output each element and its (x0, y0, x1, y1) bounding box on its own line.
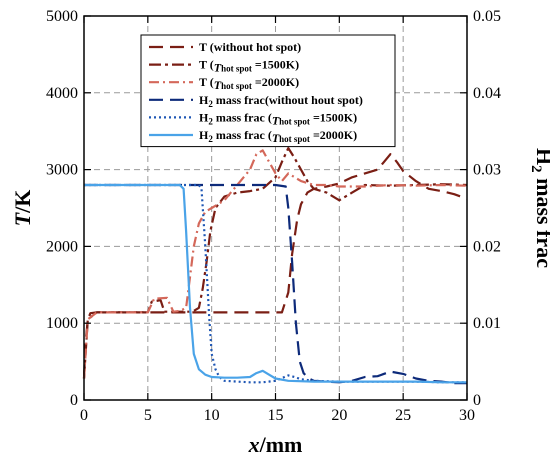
legend-box (140, 34, 396, 148)
y-right-axis-label: H2 mass frac (528, 148, 550, 268)
series-line-t_2000 (82, 149, 468, 379)
y-right-tick-label: 0.04 (473, 85, 501, 102)
x-tick-label: 20 (331, 407, 347, 424)
legend-label-h2_2000: H2 mass frac (Thot spot =2000K) (199, 128, 357, 145)
y-left-tick-label: 4000 (46, 85, 78, 102)
x-tick-label: 0 (80, 407, 88, 424)
legend: T (without hot spot) T (Thot spot =1500K)… (140, 34, 396, 148)
y-right-tick-label: 0.02 (473, 238, 501, 255)
legend-label-t_nohot: T (without hot spot) (199, 40, 301, 54)
y-left-tick-label: 0 (70, 392, 78, 409)
y-left-tick-label: 3000 (46, 162, 78, 179)
x-tick-label: 15 (268, 407, 284, 424)
series-line-h2_nohot (84, 183, 467, 385)
ticks: 0 5 10 15 20 25 3001000200030004000500000.010.… (46, 8, 501, 424)
y-right-tick-label: 0 (473, 392, 481, 409)
series-line-t_1500 (82, 147, 468, 379)
x-tick-label: 10 (204, 407, 220, 424)
series-line-h2_1500 (84, 183, 467, 384)
y-left-axis-label: T/K (10, 190, 35, 227)
series-line-h2_2000 (84, 183, 467, 384)
x-tick-label: 5 (144, 407, 152, 424)
y-right-tick-label: 0.01 (473, 315, 501, 332)
x-tick-label: 25 (395, 407, 411, 424)
y-right-tick-label: 0.05 (473, 8, 501, 25)
y-left-tick-label: 2000 (46, 238, 78, 255)
y-right-tick-label: 0.03 (473, 162, 501, 179)
legend-label-h2_nohot: H2 mass frac(without hout spot) (199, 93, 363, 109)
legend-label-t_2000: T (Thot spot =2000K) (199, 75, 299, 92)
legend-label-h2_1500: H2 mass frac (Thot spot =1500K) (199, 110, 357, 127)
y-left-tick-label: 5000 (46, 8, 78, 25)
x-tick-label: 30 (459, 407, 475, 424)
axis-labels: x/mm T/K H2 mass frac (10, 148, 550, 457)
x-axis-label: x/mm (248, 432, 303, 457)
y-left-tick-label: 1000 (46, 315, 78, 332)
series-lines (82, 147, 468, 385)
legend-label-t_1500: T (Thot spot =1500K) (199, 58, 299, 75)
